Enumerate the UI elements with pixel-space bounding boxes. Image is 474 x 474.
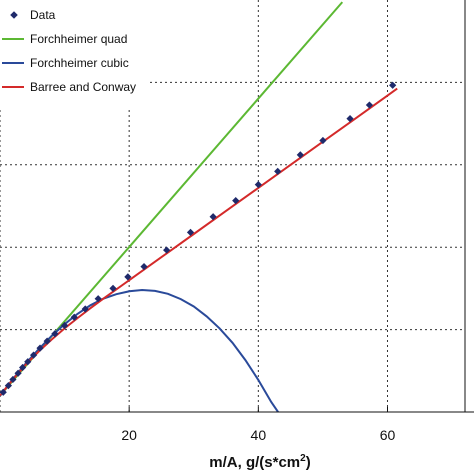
- data-point: [389, 81, 397, 89]
- data-point: [43, 337, 51, 345]
- data-point: [70, 313, 78, 321]
- x-tick-label: 40: [251, 427, 267, 443]
- x-axis-label: m/A, g/(s*cm2): [209, 453, 310, 471]
- legend-box: [0, 0, 148, 108]
- data-point: [346, 115, 354, 123]
- data-point: [81, 305, 89, 313]
- legend-label: Data: [30, 8, 56, 22]
- data-point: [9, 375, 17, 384]
- data-point: [140, 262, 148, 271]
- data-point: [60, 321, 69, 330]
- data-point: [232, 197, 240, 205]
- x-tick-label: 20: [121, 427, 137, 443]
- data-point: [51, 330, 59, 338]
- data-point: [24, 358, 32, 366]
- x-axis-label-superscript: 2: [300, 453, 306, 464]
- legend-label: Barree and Conway: [30, 80, 136, 94]
- data-point: [109, 284, 117, 292]
- data-point: [124, 273, 132, 281]
- data-point: [254, 180, 262, 189]
- data-point: [274, 167, 282, 175]
- grid-lines: [0, 0, 465, 412]
- x-tick-labels: 20 40 60: [121, 407, 395, 443]
- data-point: [94, 295, 102, 303]
- x-tick-label: 60: [380, 427, 396, 443]
- legend-label: Forchheimer cubic: [30, 56, 129, 70]
- data-point: [36, 344, 44, 352]
- legend-marker: [10, 11, 18, 19]
- data-point: [19, 363, 27, 372]
- data-point: [4, 382, 12, 390]
- data-point: [0, 388, 7, 396]
- data-point: [14, 369, 22, 377]
- data-point: [296, 151, 304, 159]
- data-point: [163, 246, 171, 254]
- axes: [0, 0, 474, 413]
- legend: Data Forchheimer quad Forchheimer cubic Bar…: [0, 0, 148, 108]
- data-point: [319, 136, 327, 145]
- data-point: [209, 213, 217, 221]
- data-point: [29, 351, 38, 359]
- plot-area: [0, 1, 398, 412]
- x-axis-label-close: ): [306, 454, 311, 471]
- data-point: [186, 228, 195, 236]
- data-point: [365, 101, 374, 109]
- legend-label: Forchheimer quad: [30, 32, 127, 46]
